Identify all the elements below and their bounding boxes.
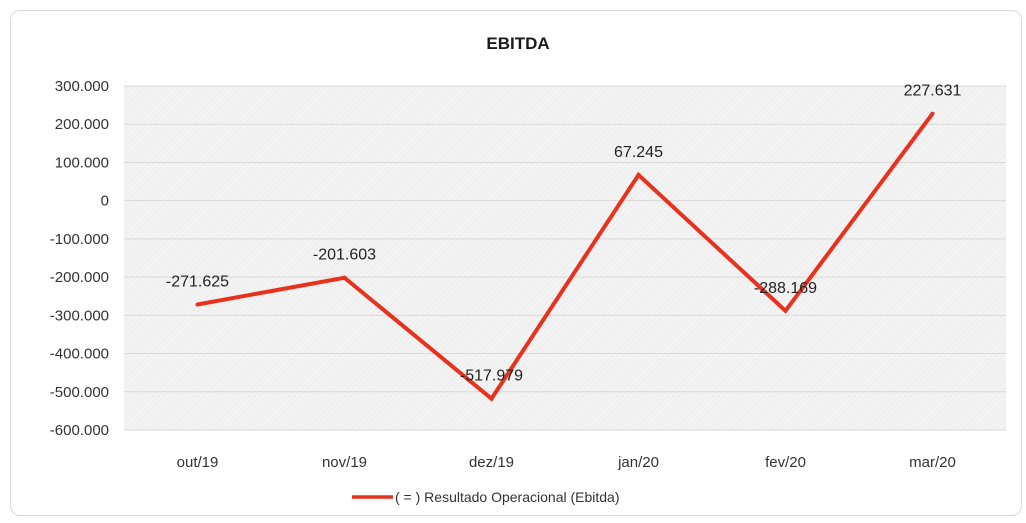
- data-label: 227.631: [904, 83, 962, 100]
- legend-label: ( = ) Resultado Operacional (Ebitda): [395, 489, 620, 505]
- data-points: [195, 111, 935, 401]
- y-axis-ticks: 300.000 200.000 100.000 0 -100.000 -200.000 -3…: [50, 78, 109, 439]
- data-label: -288.169: [754, 280, 817, 297]
- x-axis-ticks: out/19 nov/19 dez/19 jan/20 fev/20 mar/20: [177, 454, 956, 471]
- x-tick-label: out/19: [177, 454, 219, 471]
- data-point: [489, 396, 494, 401]
- x-tick-label: jan/20: [617, 454, 659, 471]
- data-label: 67.245: [614, 144, 663, 161]
- y-tick-label: -400.000: [50, 346, 109, 363]
- series-lines: [197, 112, 935, 402]
- data-label: -517.979: [460, 368, 523, 385]
- x-tick-label: fev/20: [765, 454, 806, 471]
- y-tick-label: -100.000: [50, 231, 109, 248]
- x-tick-label: nov/19: [322, 454, 367, 471]
- data-label: -201.603: [313, 247, 376, 264]
- data-point: [636, 172, 641, 177]
- legend[interactable]: ( = ) Resultado Operacional (Ebitda): [352, 489, 620, 505]
- y-tick-label: -200.000: [50, 269, 109, 286]
- data-point: [783, 308, 788, 313]
- series-line: [197, 112, 935, 402]
- y-tick-label: -300.000: [50, 307, 109, 324]
- y-tick-label: 0: [101, 193, 109, 210]
- gridlines: [124, 85, 1006, 431]
- data-labels: -271.625 -201.603 -517.979 67.245 -288.169 22…: [166, 83, 962, 385]
- chart-title: EBITDA: [486, 34, 549, 53]
- data-point: [195, 302, 200, 307]
- y-tick-label: -600.000: [50, 422, 109, 439]
- data-point: [930, 111, 935, 116]
- plot-area: [124, 86, 1006, 430]
- y-tick-label: 300.000: [55, 78, 109, 95]
- x-tick-label: mar/20: [909, 454, 956, 471]
- y-tick-label: -500.000: [50, 384, 109, 401]
- data-label: -271.625: [166, 273, 229, 290]
- y-tick-label: 200.000: [55, 116, 109, 133]
- data-point: [342, 275, 347, 280]
- x-tick-label: dez/19: [469, 454, 514, 471]
- y-tick-label: 100.000: [55, 154, 109, 171]
